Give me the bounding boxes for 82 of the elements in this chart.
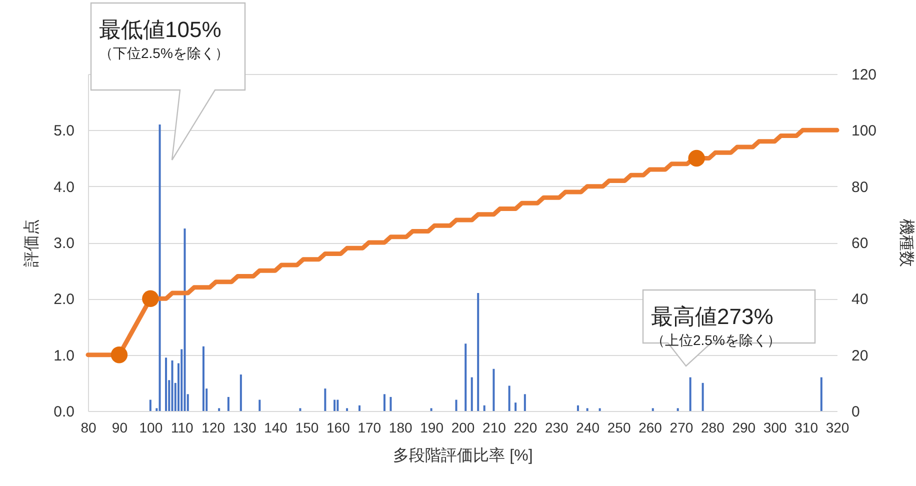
x-tick-label: 250 xyxy=(607,420,631,436)
text: 最低値105% （下位2.5%を除く） xyxy=(99,16,229,63)
bar xyxy=(165,358,168,411)
x-tick-label: 280 xyxy=(700,420,725,436)
x-tick-label: 120 xyxy=(202,420,226,436)
x-tick-label: 290 xyxy=(732,420,756,436)
x-tick-label: 100 xyxy=(139,420,163,436)
x-tick-label: 310 xyxy=(794,420,818,436)
bar xyxy=(576,405,579,411)
bar xyxy=(820,377,822,411)
y2-tick-label: 40 xyxy=(852,291,868,308)
y-tick-label: 4.0 xyxy=(54,178,74,196)
bar xyxy=(464,344,467,411)
x-tick-label: 80 xyxy=(80,420,96,436)
bar xyxy=(184,228,186,411)
bar xyxy=(336,400,339,411)
point xyxy=(688,150,705,167)
y2-tick-label: 100 xyxy=(852,122,877,140)
x-tick-label: 210 xyxy=(482,420,506,436)
bar xyxy=(390,396,392,411)
bar xyxy=(477,293,480,411)
bar xyxy=(240,374,242,411)
bar xyxy=(676,408,679,411)
y-tick-label: 5.0 xyxy=(54,122,74,140)
x-tick-label: 90 xyxy=(112,420,128,436)
y-tick-label: 1.0 xyxy=(54,347,74,364)
bar xyxy=(492,368,495,411)
x-tick-label: 320 xyxy=(826,420,850,436)
point xyxy=(110,346,128,364)
bar xyxy=(383,394,386,411)
y2-tick-label: 60 xyxy=(852,235,868,252)
bar xyxy=(171,360,174,411)
bar xyxy=(524,394,526,411)
y2-tick-label: 80 xyxy=(852,178,868,196)
x-tick-label: 180 xyxy=(388,420,412,436)
y2-axis-title: 機種数 xyxy=(898,219,916,267)
bar xyxy=(324,388,326,411)
x-tick-label: 170 xyxy=(358,420,382,436)
x-tick-label: 240 xyxy=(576,420,600,436)
y2-tick-label: 20 xyxy=(852,347,868,364)
x-axis-title: 多段階評価比率 [%] xyxy=(393,446,533,464)
bar xyxy=(689,377,692,411)
annotation: 最高値273% （上位2.5%を除く） xyxy=(651,303,781,350)
bar xyxy=(652,408,654,411)
bar xyxy=(430,408,432,411)
y-axis-title: 評価点 xyxy=(22,219,41,267)
bar xyxy=(470,377,473,411)
bar xyxy=(586,408,588,411)
x-tick-label: 140 xyxy=(264,420,288,436)
bar xyxy=(483,405,486,411)
x-tick-label: 300 xyxy=(763,420,787,436)
x-tick-label: 220 xyxy=(514,420,538,436)
bar xyxy=(258,400,261,411)
bar xyxy=(299,408,302,411)
bar xyxy=(158,124,161,411)
bar xyxy=(202,346,204,411)
x-tick-label: 160 xyxy=(326,420,350,436)
x-tick-label: 110 xyxy=(170,420,194,436)
y-tick-label: 3.0 xyxy=(54,235,74,252)
y-tick-label: 2.0 xyxy=(54,291,74,308)
y2-tick-label: 0 xyxy=(852,404,860,420)
x-tick-label: 150 xyxy=(295,420,319,436)
bar xyxy=(346,408,348,411)
bar xyxy=(227,396,230,411)
x-tick-label: 130 xyxy=(232,420,256,436)
y-tick-label: 0.0 xyxy=(54,404,74,420)
bar xyxy=(508,386,510,411)
bar xyxy=(598,408,601,411)
bar xyxy=(358,405,361,411)
x-tick-label: 270 xyxy=(670,420,694,436)
bar xyxy=(702,382,704,411)
x-tick-label: 190 xyxy=(420,420,444,436)
bar xyxy=(149,400,152,411)
point xyxy=(142,290,159,308)
bar xyxy=(455,400,458,411)
bar xyxy=(514,402,517,411)
y2-tick-label: 120 xyxy=(852,66,877,84)
x-tick-label: 200 xyxy=(451,420,475,436)
bar xyxy=(218,408,220,411)
x-tick-label: 260 xyxy=(638,420,662,436)
x-tick-label: 230 xyxy=(544,420,569,436)
bar xyxy=(334,400,336,411)
